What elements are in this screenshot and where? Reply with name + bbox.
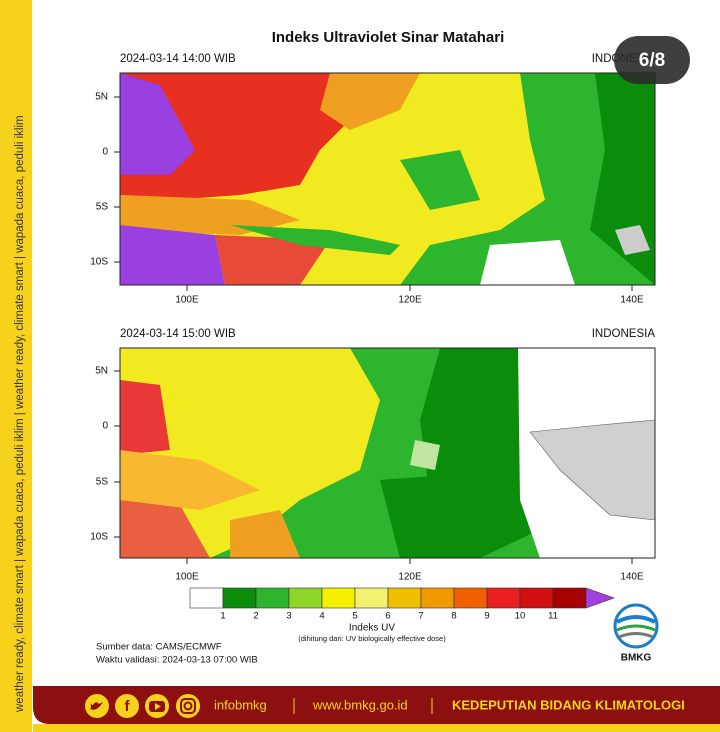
footer-handle: infobmkg <box>214 697 267 712</box>
colorbar: 1 2 3 4 5 6 7 8 9 10 11 <box>189 587 615 622</box>
lat-tick-label: 5S <box>96 477 109 488</box>
colorbar-label: 2 <box>253 611 258 622</box>
colorbar-label: 4 <box>319 611 324 622</box>
colorbar-arrow <box>585 587 615 609</box>
lat-tick-label: 0 <box>102 147 108 158</box>
title: Indeks Ultraviolet Sinar Matahari <box>272 29 505 46</box>
lon-tick-label: 140E <box>620 295 644 306</box>
colorbar-box <box>189 587 224 609</box>
colorbar-label: 11 <box>548 611 558 622</box>
colorbar-label: 10 <box>515 611 526 622</box>
colorbar-title: Indeks UV <box>349 623 395 634</box>
colorbar-note: (dihitung dari: UV biologically effectiv… <box>298 634 446 643</box>
map-datetime: 2024-03-14 14:00 WIB <box>120 53 236 65</box>
svg-text:f: f <box>125 698 131 715</box>
colorbar-box <box>354 587 389 609</box>
colorbar-label: 8 <box>451 611 456 622</box>
lon-tick-label: 120E <box>398 572 422 583</box>
colorbar-box <box>222 587 257 609</box>
footer-band <box>33 686 720 724</box>
map-frame <box>119 347 656 559</box>
colorbar-box <box>486 587 521 609</box>
source: Sumber data: CAMS/ECMWF <box>96 642 222 653</box>
uv-map-1 <box>120 73 655 285</box>
colorbar-box <box>552 587 587 609</box>
map-ticks: 5N 0 5S 10S 100E 120E 140E 5N 0 5S 10S 100E 120E 140E <box>90 92 644 583</box>
social-icons: f <box>85 694 200 718</box>
colorbar-label: 7 <box>418 611 423 622</box>
footer-strip <box>33 724 720 732</box>
lat-tick-label: 5S <box>96 202 109 213</box>
validity: Waktu validasi: 2024-03-13 07:00 WIB <box>96 655 258 666</box>
map-datetime: 2024-03-14 15:00 WIB <box>120 328 236 340</box>
side-strip <box>0 0 32 732</box>
colorbar-box <box>519 587 554 609</box>
colorbar-box <box>255 587 290 609</box>
colorbar-label: 5 <box>352 611 357 622</box>
page-badge-text: 6/8 <box>639 50 665 71</box>
lat-tick-label: 10S <box>90 532 108 543</box>
bmkg-logo: BMKG <box>613 603 659 664</box>
side-strip-text: weather ready, climate smart | wapada cu… <box>14 115 26 713</box>
colorbar-label: 3 <box>286 611 291 622</box>
colorbar-label: 1 <box>220 611 225 622</box>
lat-tick-label: 0 <box>102 421 108 432</box>
footer-department: KEDEPUTIAN BIDANG KLIMATOLOGI <box>452 697 685 712</box>
colorbar-box <box>321 587 356 609</box>
lat-tick-label: 5N <box>95 366 108 377</box>
colorbar-box <box>420 587 455 609</box>
lon-tick-label: 100E <box>175 572 199 583</box>
colorbar-box <box>453 587 488 609</box>
colorbar-label: 6 <box>385 611 390 622</box>
map-frame <box>119 72 656 286</box>
lat-tick-label: 5N <box>95 92 108 103</box>
map-region: INDONESIA <box>592 328 656 340</box>
footer-url: www.bmkg.go.id <box>312 697 408 712</box>
colorbar-box <box>387 587 422 609</box>
lon-tick-label: 100E <box>175 295 199 306</box>
lon-tick-label: 140E <box>620 572 644 583</box>
page-badge <box>614 36 690 84</box>
colorbar-label: 9 <box>484 611 489 622</box>
lat-tick-label: 10S <box>90 257 108 268</box>
lon-tick-label: 120E <box>398 295 422 306</box>
uv-map-2 <box>120 348 655 558</box>
logo-text: BMKG <box>621 653 652 664</box>
colorbar-box <box>288 587 323 609</box>
